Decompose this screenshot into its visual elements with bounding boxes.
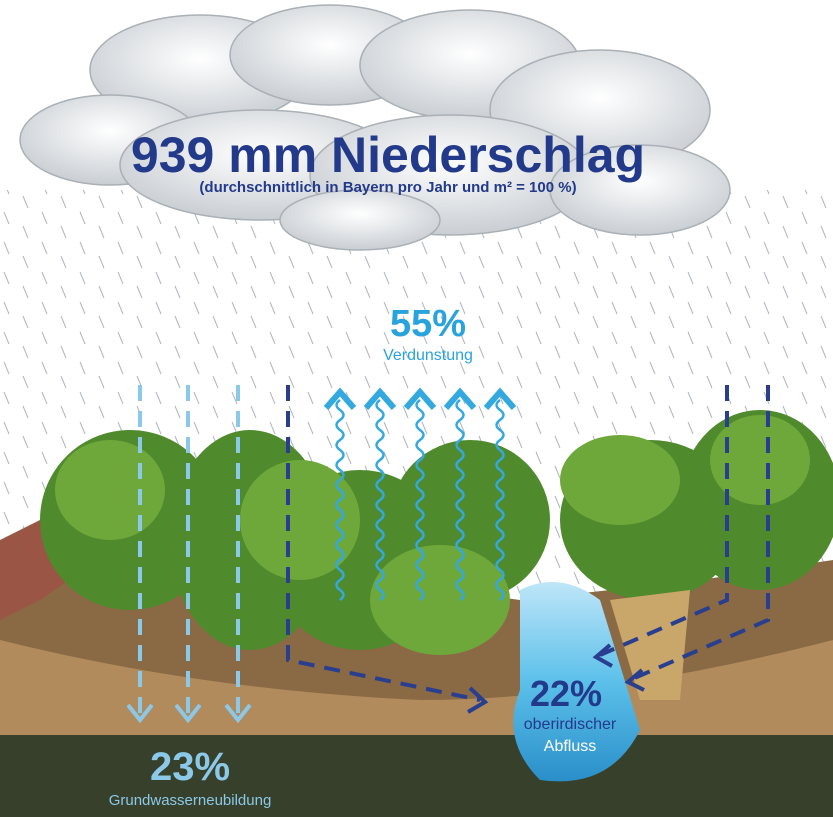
evaporation-arrowhead	[403, 387, 437, 410]
landscape	[0, 410, 833, 817]
evaporation-label: Verdunstung	[383, 347, 473, 364]
groundwater-percent: 23%	[150, 745, 230, 789]
evaporation-percent: 55%	[390, 303, 466, 345]
groundwater-label: Grundwasserneubildung	[109, 792, 272, 809]
evaporation-arrowhead	[443, 387, 477, 410]
evaporation-arrowhead	[363, 387, 397, 410]
runoff-label-line2: Abfluss	[544, 738, 596, 755]
title: 939 mm Niederschlag	[131, 127, 645, 183]
evaporation-wave	[415, 398, 425, 602]
runoff-arrows	[286, 385, 770, 702]
runoff-label-line1: oberirdischer	[524, 716, 617, 733]
evaporation-arrows	[323, 387, 517, 602]
evaporation-wave	[335, 398, 345, 602]
runoff-arrowheads	[466, 643, 645, 714]
groundwater-arrowheads	[126, 703, 252, 724]
subtitle: (durchschnittlich in Bayern pro Jahr und…	[199, 179, 576, 196]
evaporation-arrowhead	[483, 387, 517, 410]
runoff-percent: 22%	[530, 673, 602, 714]
evaporation-wave	[495, 398, 505, 602]
evaporation-wave	[375, 398, 385, 602]
cloud	[19, 4, 731, 251]
evaporation-wave	[455, 398, 465, 602]
evaporation-arrowhead	[323, 387, 357, 410]
groundwater-arrows	[138, 385, 240, 715]
